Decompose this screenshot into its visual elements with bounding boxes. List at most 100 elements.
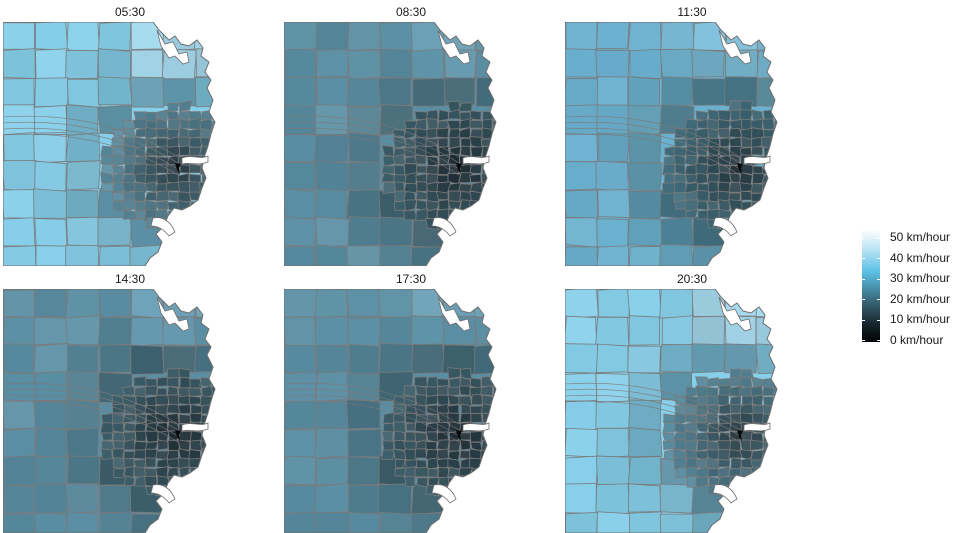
suburb-region bbox=[752, 147, 763, 155]
suburb-region bbox=[284, 456, 316, 485]
suburb-region bbox=[194, 219, 228, 248]
suburb-region bbox=[382, 146, 394, 157]
suburb-region bbox=[200, 458, 213, 468]
suburb-region bbox=[729, 450, 741, 459]
suburb-region bbox=[34, 317, 68, 344]
suburb-region bbox=[692, 289, 725, 317]
suburb-region bbox=[178, 405, 190, 414]
suburb-region bbox=[459, 218, 470, 228]
suburb-region bbox=[789, 317, 819, 347]
suburb-region bbox=[565, 247, 598, 266]
suburb-region bbox=[662, 316, 694, 345]
suburb-region bbox=[211, 165, 224, 176]
suburb-region bbox=[493, 468, 504, 479]
suburb-region bbox=[493, 440, 504, 451]
suburb-region bbox=[676, 467, 687, 478]
suburb-region bbox=[730, 422, 743, 432]
suburb-region bbox=[213, 459, 225, 470]
suburb-region bbox=[596, 344, 628, 373]
suburb-region bbox=[507, 105, 538, 135]
legend-label-0: 0 km/hour bbox=[890, 333, 943, 347]
suburb-region bbox=[146, 121, 157, 129]
suburb-region bbox=[459, 485, 471, 496]
suburb-region bbox=[201, 476, 213, 486]
harbour-water bbox=[463, 423, 489, 431]
suburb-region bbox=[663, 183, 676, 194]
suburb-region bbox=[179, 414, 191, 423]
suburb-region bbox=[507, 50, 538, 78]
map-panel-4 bbox=[3, 289, 257, 533]
suburb-region bbox=[284, 134, 317, 162]
suburb-region bbox=[200, 209, 213, 218]
suburb-region bbox=[211, 155, 222, 166]
suburb-region bbox=[740, 404, 754, 414]
suburb-region bbox=[284, 512, 317, 533]
suburb-region bbox=[719, 110, 732, 120]
suburb-region bbox=[285, 49, 316, 78]
suburb-region bbox=[156, 128, 169, 137]
suburb-region bbox=[492, 157, 505, 164]
legend-tick bbox=[862, 340, 865, 341]
suburb-region bbox=[740, 476, 753, 487]
suburb-region bbox=[123, 155, 136, 164]
suburb-region bbox=[756, 485, 789, 514]
suburb-region bbox=[4, 133, 36, 163]
suburb-region bbox=[35, 161, 67, 191]
suburb-region bbox=[131, 318, 164, 347]
suburb-region bbox=[475, 318, 508, 344]
suburb-region bbox=[461, 146, 471, 156]
suburb-region bbox=[226, 484, 257, 514]
suburb-region bbox=[194, 318, 229, 345]
suburb-region bbox=[405, 173, 417, 184]
suburb-region bbox=[628, 289, 661, 318]
suburb-region bbox=[348, 457, 381, 486]
suburb-region bbox=[663, 441, 676, 450]
suburb-region bbox=[481, 477, 493, 485]
suburb-region bbox=[628, 218, 662, 246]
suburb-region bbox=[508, 77, 538, 107]
suburb-region bbox=[764, 486, 774, 495]
suburb-region bbox=[136, 128, 147, 136]
suburb-region bbox=[189, 485, 202, 496]
suburb-region bbox=[774, 459, 786, 469]
suburb-region bbox=[404, 210, 418, 220]
suburb-region bbox=[211, 395, 224, 406]
suburb-region bbox=[145, 192, 157, 200]
suburb-region bbox=[131, 77, 164, 107]
suburb-region bbox=[762, 191, 775, 201]
suburb-region bbox=[740, 370, 753, 378]
suburb-region bbox=[756, 317, 790, 346]
suburb-region bbox=[406, 423, 415, 431]
suburb-region bbox=[482, 210, 495, 221]
suburb-region bbox=[284, 246, 315, 266]
suburb-region bbox=[189, 119, 202, 130]
suburb-region bbox=[660, 245, 694, 266]
suburb-region bbox=[212, 191, 223, 201]
suburb-region bbox=[168, 103, 179, 112]
suburb-region bbox=[226, 22, 257, 51]
suburb-region bbox=[134, 377, 147, 386]
suburb-region bbox=[101, 173, 113, 184]
suburb-region bbox=[752, 413, 764, 423]
suburb-region bbox=[476, 245, 507, 266]
suburb-region bbox=[629, 191, 662, 219]
suburb-region bbox=[211, 449, 224, 460]
suburb-region bbox=[596, 484, 630, 514]
suburb-region bbox=[163, 513, 194, 533]
suburb-region bbox=[674, 182, 686, 194]
suburb-region bbox=[438, 110, 448, 121]
suburb-region bbox=[201, 405, 213, 414]
suburb-region bbox=[696, 404, 708, 415]
suburb-region bbox=[316, 217, 349, 247]
suburb-region bbox=[565, 190, 598, 218]
suburb-region bbox=[629, 484, 662, 512]
suburb-region bbox=[596, 161, 629, 191]
suburb-region bbox=[708, 469, 720, 477]
legend-label-40: 40 km/hour bbox=[890, 251, 950, 265]
suburb-region bbox=[412, 289, 443, 317]
suburb-region bbox=[112, 138, 124, 147]
suburb-region bbox=[707, 378, 719, 387]
suburb-region bbox=[507, 290, 538, 317]
suburb-region bbox=[347, 189, 382, 219]
suburb-region bbox=[348, 50, 381, 79]
